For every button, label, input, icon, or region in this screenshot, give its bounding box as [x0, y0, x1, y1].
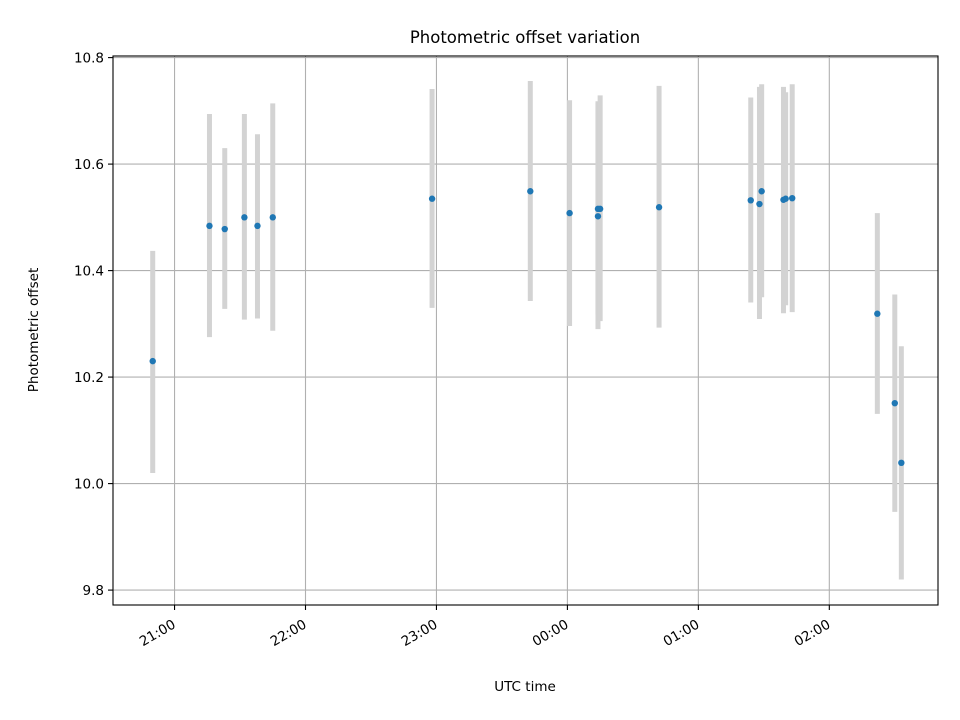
x-axis-label: UTC time	[494, 679, 556, 695]
data-point	[269, 214, 276, 221]
y-tick-label: 10.4	[74, 264, 104, 280]
y-tick-label: 10.8	[74, 51, 104, 67]
plot-area-background	[113, 56, 938, 605]
data-point	[782, 195, 789, 202]
data-point	[254, 222, 261, 230]
data-point	[206, 222, 213, 230]
plot-frame	[112, 55, 939, 606]
y-tick-label: 10.2	[74, 370, 104, 386]
data-markers	[149, 188, 905, 467]
data-point	[596, 205, 604, 213]
data-point	[747, 197, 754, 204]
y-tick-label: 10.6	[74, 157, 104, 173]
data-point	[789, 194, 796, 202]
data-point	[756, 200, 763, 208]
data-point	[594, 213, 602, 220]
grid-lines	[113, 56, 938, 605]
y-axis-label: Photometric offset	[26, 268, 42, 392]
data-point	[566, 209, 573, 217]
data-point	[428, 195, 436, 202]
data-point	[898, 459, 905, 467]
data-point	[241, 214, 248, 221]
data-point	[221, 225, 228, 233]
data-point	[874, 310, 881, 317]
y-tick-label: 10.0	[74, 477, 104, 493]
data-point	[891, 399, 898, 407]
data-point	[527, 188, 534, 195]
chart-title: Photometric offset variation	[410, 28, 640, 47]
data-point	[758, 188, 765, 195]
y-tick-label: 9.8	[83, 583, 104, 599]
data-point	[655, 204, 663, 211]
data-point	[149, 357, 156, 365]
